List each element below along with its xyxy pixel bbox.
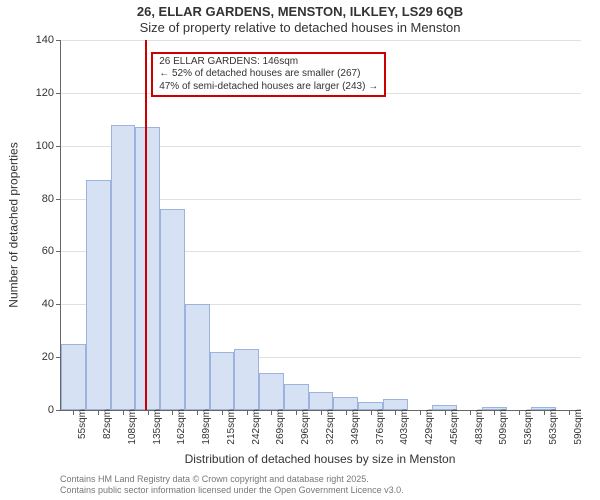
- y-tick-label: 60: [14, 245, 54, 257]
- x-tick-label: 509sqm: [498, 409, 509, 445]
- bar: [61, 344, 86, 410]
- x-tick: [247, 410, 248, 415]
- bar: [309, 392, 334, 411]
- chart-container: 26, ELLAR GARDENS, MENSTON, ILKLEY, LS29…: [0, 0, 600, 500]
- x-tick: [371, 410, 372, 415]
- x-tick-label: 563sqm: [548, 409, 559, 445]
- x-tick: [148, 410, 149, 415]
- x-tick-label: 536sqm: [523, 409, 534, 445]
- x-tick: [569, 410, 570, 415]
- x-tick-label: 376sqm: [375, 409, 386, 445]
- footnote-line2: Contains public sector information licen…: [60, 485, 580, 496]
- x-tick-label: 82sqm: [102, 409, 113, 439]
- bar: [135, 127, 160, 410]
- x-tick-label: 483sqm: [474, 409, 485, 445]
- x-tick: [420, 410, 421, 415]
- x-tick-label: 322sqm: [325, 409, 336, 445]
- x-tick-label: 403sqm: [399, 409, 410, 445]
- x-tick: [321, 410, 322, 415]
- x-tick: [544, 410, 545, 415]
- reference-line: [145, 40, 147, 410]
- x-tick-label: 456sqm: [449, 409, 460, 445]
- y-tick-label: 100: [14, 140, 54, 152]
- plot-area: 02040608010012014055sqm82sqm108sqm135sqm…: [60, 40, 581, 411]
- y-axis-label: Number of detached properties: [7, 142, 21, 307]
- bar: [111, 125, 136, 410]
- x-tick: [197, 410, 198, 415]
- x-tick-label: 296sqm: [300, 409, 311, 445]
- y-tick: [56, 410, 61, 411]
- x-tick-label: 55sqm: [77, 409, 88, 439]
- x-tick: [346, 410, 347, 415]
- annotation-line1: 26 ELLAR GARDENS: 146sqm: [159, 56, 378, 69]
- x-tick: [271, 410, 272, 415]
- x-tick: [172, 410, 173, 415]
- bar: [284, 384, 309, 410]
- y-tick-label: 80: [14, 193, 54, 205]
- bar: [185, 304, 210, 410]
- x-tick: [494, 410, 495, 415]
- x-tick-label: 135sqm: [152, 409, 163, 445]
- y-tick: [56, 304, 61, 305]
- bar: [210, 352, 235, 410]
- gridline-h: [61, 40, 581, 41]
- x-tick: [519, 410, 520, 415]
- x-tick-label: 108sqm: [127, 409, 138, 445]
- y-tick: [56, 251, 61, 252]
- footnote-line1: Contains HM Land Registry data © Crown c…: [60, 474, 580, 485]
- y-tick-label: 120: [14, 87, 54, 99]
- y-tick: [56, 93, 61, 94]
- bar: [160, 209, 185, 410]
- x-tick-label: 429sqm: [424, 409, 435, 445]
- x-tick: [98, 410, 99, 415]
- x-tick-label: 189sqm: [201, 409, 212, 445]
- x-tick: [470, 410, 471, 415]
- x-tick: [222, 410, 223, 415]
- x-tick-label: 242sqm: [251, 409, 262, 445]
- x-tick-label: 590sqm: [573, 409, 584, 445]
- y-tick: [56, 40, 61, 41]
- x-tick: [123, 410, 124, 415]
- y-tick: [56, 146, 61, 147]
- annotation-line2: ← 52% of detached houses are smaller (26…: [159, 68, 378, 81]
- x-tick-label: 269sqm: [275, 409, 286, 445]
- chart-title-line2: Size of property relative to detached ho…: [0, 20, 600, 35]
- x-tick: [73, 410, 74, 415]
- y-tick-label: 20: [14, 351, 54, 363]
- y-tick: [56, 357, 61, 358]
- x-tick-label: 162sqm: [176, 409, 187, 445]
- bar: [259, 373, 284, 410]
- x-tick: [296, 410, 297, 415]
- x-tick: [445, 410, 446, 415]
- x-tick-label: 215sqm: [226, 409, 237, 445]
- annotation-line3: 47% of semi-detached houses are larger (…: [159, 81, 378, 94]
- x-tick-label: 349sqm: [350, 409, 361, 445]
- x-tick: [395, 410, 396, 415]
- y-tick-label: 0: [14, 404, 54, 416]
- footnote: Contains HM Land Registry data © Crown c…: [60, 474, 580, 496]
- y-tick-label: 140: [14, 34, 54, 46]
- bar: [234, 349, 259, 410]
- x-axis-label: Distribution of detached houses by size …: [60, 452, 580, 466]
- y-tick: [56, 199, 61, 200]
- bar: [86, 180, 111, 410]
- annotation-box: 26 ELLAR GARDENS: 146sqm← 52% of detache…: [151, 52, 386, 98]
- chart-title-line1: 26, ELLAR GARDENS, MENSTON, ILKLEY, LS29…: [0, 4, 600, 19]
- y-tick-label: 40: [14, 298, 54, 310]
